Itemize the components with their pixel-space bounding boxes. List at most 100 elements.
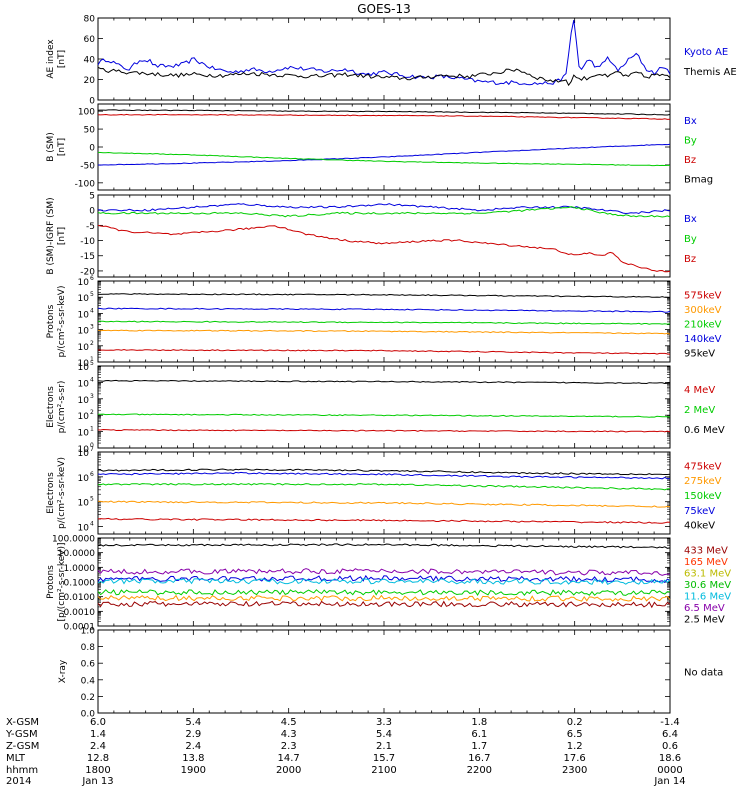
x-axis-value: 2300 [562, 765, 587, 776]
x-axis-value: 3.3 [376, 717, 392, 728]
legend-entry: 4 MeV [684, 385, 715, 396]
y-tick-label: 0.0 [81, 710, 96, 720]
series-line-bz [97, 224, 671, 273]
series-line-bx [97, 203, 671, 215]
legend-entry: 140keV [684, 334, 722, 345]
x-axis-row-label: hhmm [6, 765, 38, 776]
y-tick-label: 0 [89, 207, 95, 217]
y-tick-label: -100 [75, 179, 96, 189]
y-tick-label: 10 [78, 429, 90, 439]
x-axis-row-label: X-GSM [6, 717, 39, 728]
x-axis-value: 1800 [85, 765, 110, 776]
x-axis-row-label: 2014 [6, 776, 31, 787]
y-axis-units: p/(cm²-s-sr-keV) [57, 286, 67, 358]
panel-frame [97, 17, 671, 101]
y-tick-label: 20 [84, 76, 96, 86]
y-tick-label: 5 [89, 192, 95, 202]
legend-entry: 0.6 MeV [684, 425, 725, 436]
x-axis-value: 1.7 [471, 741, 487, 752]
legend-entry: By [684, 135, 697, 146]
x-axis-value: 6.5 [567, 729, 583, 740]
legend-entry: 95keV [684, 349, 715, 360]
x-axis-value: 5.4 [185, 717, 201, 728]
x-axis-row-label: MLT [6, 753, 26, 764]
y-tick-label: 40 [84, 56, 96, 66]
legend-entry: 40keV [684, 521, 715, 532]
y-axis-label: Protons [46, 304, 56, 338]
y-tick-label: 100 [78, 108, 95, 118]
y-tick-label: 10 [78, 449, 90, 459]
y-axis-units: [nT] [57, 227, 67, 245]
plot-title: GOES-13 [357, 2, 411, 16]
y-tick-label: 0.0100 [64, 593, 96, 603]
x-axis-value: 18.6 [659, 753, 681, 764]
x-axis-row-label: Z-GSM [6, 741, 39, 752]
x-axis-value: 15.7 [373, 753, 395, 764]
y-tick-label: 0 [89, 144, 95, 154]
series-line-bmag [97, 109, 671, 116]
series-line-0-6-mev [97, 379, 671, 385]
y-tick-exponent: 4 [90, 376, 94, 383]
legend-entry: By [684, 234, 697, 245]
y-tick-exponent: 4 [90, 307, 94, 314]
x-axis-value: 2100 [371, 765, 396, 776]
series-line-bx [97, 143, 671, 166]
y-tick-label: 10 [78, 343, 90, 353]
series-line-40kev [97, 468, 671, 476]
y-tick-label: 80 [84, 15, 96, 25]
x-axis-row-label: Y-GSM [5, 729, 38, 740]
series-line-210kev [97, 320, 671, 325]
x-axis-value: Jan 13 [81, 776, 113, 787]
y-tick-label: 10 [78, 310, 90, 320]
x-axis-value: 1.2 [567, 741, 583, 752]
legend-entry: Themis AE [683, 67, 737, 78]
panel-frame [97, 629, 671, 714]
y-tick-exponent: 1 [90, 426, 94, 433]
y-tick-label: 60 [84, 35, 96, 45]
y-axis-label: X-ray [58, 659, 68, 683]
y-axis-label: B (SM) [46, 132, 56, 162]
x-axis-value: 14.7 [278, 753, 300, 764]
y-tick-label: 0.4 [81, 676, 96, 686]
panel-8: 0.0 0.2 0.4 0.6 0.8 1.0 X-ray No data [58, 627, 723, 720]
series-line-63-1-mev [97, 589, 671, 597]
x-axis-value: 2000 [276, 765, 301, 776]
x-axis-value: 1900 [181, 765, 206, 776]
legend-entry: 63.1 MeV [684, 569, 731, 580]
y-tick-exponent: 4 [90, 521, 94, 528]
series-line-300kev [97, 307, 671, 313]
y-tick-label: 50 [84, 126, 96, 136]
series-line-bz [97, 113, 671, 120]
legend-entry: 300keV [684, 305, 722, 316]
y-tick-label: 10 [78, 445, 90, 455]
x-axis-value: 0000 [657, 765, 682, 776]
x-axis-value: 13.8 [182, 753, 204, 764]
series-line-2-5-mev [97, 543, 671, 549]
y-tick-exponent: 3 [90, 324, 94, 331]
y-tick-label: 0 [89, 97, 95, 107]
y-tick-label: 0.8 [81, 643, 96, 653]
x-axis-value: 2.9 [185, 729, 201, 740]
x-axis-value: 0.6 [662, 741, 678, 752]
y-tick-label: 10 [78, 379, 90, 389]
legend-entry: 210keV [684, 320, 722, 331]
x-axis-value: 1.4 [90, 729, 106, 740]
legend-entry: 2.5 MeV [684, 614, 725, 625]
x-axis-value: 1.8 [471, 717, 487, 728]
y-tick-exponent: 1 [90, 356, 94, 363]
y-axis-label: Protons [46, 565, 56, 599]
y-tick-label: 10 [78, 327, 90, 337]
y-axis-label: Electrons [46, 472, 56, 514]
y-tick-label: 0.0001 [64, 623, 96, 633]
x-axis-value: 2.1 [376, 741, 392, 752]
x-axis-value: 6.0 [90, 717, 106, 728]
legend-entry: 2 MeV [684, 405, 715, 416]
x-axis-value: 2.4 [90, 741, 106, 752]
legend-entry: 575keV [684, 290, 722, 301]
y-axis-units: p/(cm²-s-sr-keV) [57, 457, 67, 529]
x-axis-value: 2.4 [185, 741, 201, 752]
y-tick-exponent: 7 [90, 446, 94, 453]
series-line-575kev [98, 293, 671, 299]
